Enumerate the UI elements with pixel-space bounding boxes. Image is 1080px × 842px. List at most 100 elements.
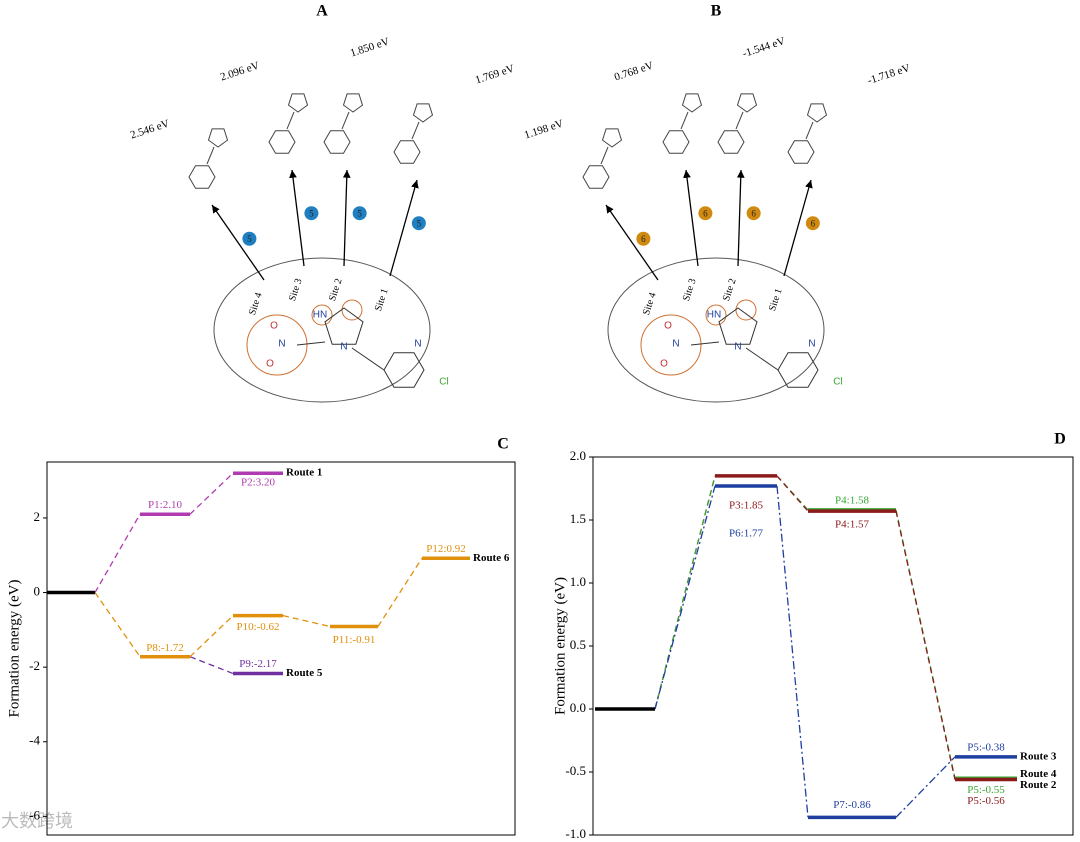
arrow <box>683 169 699 267</box>
panel-label: A <box>316 3 328 20</box>
arrow <box>211 204 265 281</box>
y-tick-label: 0.0 <box>570 700 586 715</box>
ring <box>787 140 815 164</box>
step-badge <box>636 231 651 246</box>
y-tick-label: -1.0 <box>565 826 586 841</box>
plot-frame <box>46 461 516 836</box>
ring <box>662 130 690 154</box>
connector <box>895 511 956 780</box>
level-label: P2:3.20 <box>241 477 275 489</box>
atom-label: N <box>734 342 741 353</box>
connector <box>189 472 234 515</box>
atom-label: Cl <box>833 377 842 388</box>
y-tick-label: 1.5 <box>570 511 586 526</box>
ring <box>717 130 745 154</box>
level-label: P4:1.58 <box>835 494 869 506</box>
bond <box>805 121 814 140</box>
ring <box>188 165 216 189</box>
step-number: 5 <box>357 208 362 218</box>
energy-label: 0.768 eV <box>613 60 655 84</box>
bond <box>735 111 744 130</box>
bond <box>600 146 609 165</box>
site-label: Site 1 <box>373 287 391 312</box>
bond <box>680 111 689 130</box>
atom-label: HN <box>313 310 327 321</box>
site-label: Site 4 <box>641 291 659 316</box>
step-number: 6 <box>751 208 756 218</box>
energy-label: 1.769 eV <box>474 63 516 87</box>
step-badge <box>746 206 761 221</box>
site-circle <box>311 304 333 326</box>
site-circle <box>246 314 308 376</box>
connector <box>189 615 234 658</box>
atom-label: N <box>340 342 347 353</box>
connector <box>189 656 234 675</box>
ring <box>324 307 364 345</box>
y-tick-label: -0.5 <box>565 763 586 778</box>
energy-label: 1.198 eV <box>523 118 565 142</box>
ring <box>412 103 434 123</box>
arrow <box>289 169 305 267</box>
site-circle <box>735 299 757 321</box>
panel-label: C <box>497 436 509 453</box>
y-tick-label: 2 <box>34 509 41 524</box>
bond <box>411 121 420 140</box>
site-label: Site 4 <box>247 291 265 316</box>
ring <box>342 93 364 113</box>
atom-label: O <box>660 359 668 370</box>
step-badge <box>411 216 426 231</box>
level-label: P6:1.77 <box>729 528 763 540</box>
site-label: Site 3 <box>287 277 305 302</box>
energy-label: 1.850 eV <box>349 36 391 60</box>
route-label: Route 4 <box>1020 768 1057 780</box>
arrow <box>389 179 419 277</box>
site-label: Site 1 <box>767 287 785 312</box>
level-label: P5:-0.38 <box>967 741 1005 753</box>
y-tick-label: -6 <box>29 807 40 822</box>
site-circle <box>341 299 363 321</box>
atom-label: O <box>270 321 278 332</box>
level-label: P10:-0.62 <box>236 621 279 633</box>
bond <box>206 146 215 165</box>
arrow <box>736 169 745 267</box>
bond <box>341 111 350 130</box>
connector <box>776 485 809 818</box>
y-tick-label: 0 <box>34 584 41 599</box>
step-badge <box>242 231 257 246</box>
energy-label: 2.096 eV <box>219 60 261 84</box>
bond <box>690 341 720 346</box>
level-label: P5:-0.56 <box>967 795 1005 807</box>
step-number: 6 <box>811 218 816 228</box>
site-circle <box>705 304 727 326</box>
y-tick-label: -4 <box>29 733 40 748</box>
atom-label: N <box>808 339 815 350</box>
bond <box>351 347 385 371</box>
y-tick-label: 1.0 <box>570 574 586 589</box>
route-label: Route 1 <box>286 467 322 479</box>
step-badge <box>304 206 319 221</box>
arrow <box>342 169 351 267</box>
ring <box>207 128 229 148</box>
step-badge <box>352 206 367 221</box>
connector <box>377 557 423 627</box>
level-label: P11:-0.91 <box>333 634 376 646</box>
connector <box>94 513 141 593</box>
energy-label: -1.544 eV <box>741 35 787 60</box>
step-number: 6 <box>641 234 646 244</box>
atom-label: N <box>672 339 679 350</box>
y-tick-label: 2.0 <box>570 448 586 463</box>
ring <box>323 130 351 154</box>
level-label: P3:1.85 <box>729 499 763 511</box>
site-label: Site 2 <box>721 277 739 302</box>
level-label: P4:1.57 <box>835 519 869 531</box>
reaction-ellipse <box>607 257 825 403</box>
connector <box>654 475 716 710</box>
atom-label: N <box>414 339 421 350</box>
energy-label: 2.546 eV <box>129 118 171 142</box>
panel-label: B <box>711 3 722 20</box>
y-tick-label: -2 <box>29 658 40 673</box>
step-number: 5 <box>417 218 422 228</box>
bond <box>286 111 295 130</box>
ring <box>681 93 703 113</box>
y-tick-label: 0.5 <box>570 637 586 652</box>
